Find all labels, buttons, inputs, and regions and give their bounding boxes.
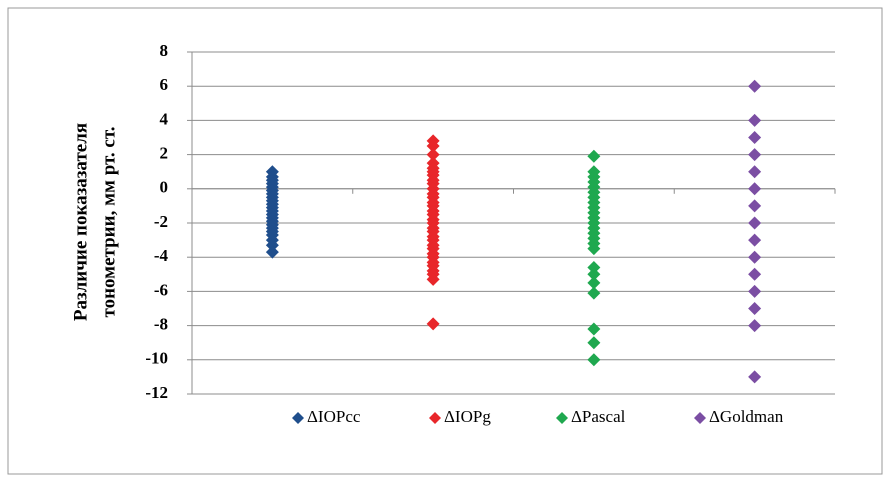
y-tick-label: -6 [154,280,168,299]
point [748,131,762,144]
chart-frame [7,7,883,475]
y-tick-label: -12 [145,383,168,402]
point [587,149,601,163]
point [748,250,762,264]
y-tick-label: 0 [160,178,169,197]
point [748,216,762,230]
point [587,276,601,290]
point [748,319,762,333]
y-tick-label: 4 [160,109,169,128]
y-axis-title: Различие показазателя [70,123,91,321]
point [426,272,440,286]
legend-label: ΔIOPg [444,407,491,426]
legend-marker [292,412,304,424]
y-axis-title: тонометрии, мм рт. ст. [98,126,119,317]
y-tick-label: -2 [154,212,168,231]
point [748,370,762,384]
y-tick-label: 2 [160,144,169,163]
point [426,139,440,153]
point [587,242,601,256]
point [426,317,440,331]
point [748,302,762,315]
legend-label: ΔGoldman [709,407,784,426]
point [587,260,601,274]
point [426,148,440,162]
point [748,267,762,281]
point [587,267,601,281]
point [748,284,762,298]
y-tick-label: -4 [154,246,169,265]
point [587,286,601,300]
legend-marker [694,412,706,424]
point [265,238,279,252]
point [748,233,762,247]
point [587,353,601,367]
y-tick-label: -10 [145,349,168,368]
legend-marker [429,412,441,424]
y-tick-label: 8 [160,41,169,60]
legend-label: ΔIOPcc [307,407,361,426]
point [587,322,601,336]
point [748,182,762,196]
point [748,79,762,93]
point [265,245,279,259]
legend-label: ΔPascal [571,407,626,426]
point [748,113,762,127]
point [748,165,762,179]
point [748,148,762,162]
point [748,199,762,213]
point [587,336,601,350]
legend-marker [556,412,568,424]
y-tick-label: 6 [160,75,169,94]
y-tick-label: -8 [154,315,168,334]
